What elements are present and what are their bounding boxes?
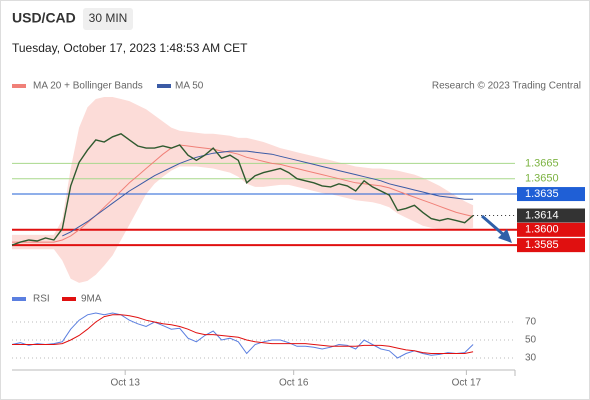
subtitle: Tuesday, October 17, 2023 1:48:53 AM CET	[12, 41, 248, 55]
interval-box	[83, 8, 133, 30]
level-box	[517, 208, 585, 223]
series-line	[12, 144, 474, 243]
level-label: 1.3585	[525, 239, 559, 251]
legend-swatch	[157, 84, 171, 88]
legend-swatch	[12, 297, 26, 301]
interval: 30 MIN	[89, 11, 128, 25]
legend-swatch	[12, 84, 26, 88]
x-tick-label: Oct 13	[110, 378, 140, 389]
forecast-arrow	[481, 214, 512, 243]
y-tick-label: 30	[525, 353, 537, 364]
level-label: 1.3665	[525, 157, 559, 169]
level-box	[517, 222, 585, 237]
level-label: 1.3635	[525, 188, 559, 200]
level-box	[517, 187, 585, 202]
legend-label: MA 50	[175, 81, 204, 92]
chart-title: USD/CAD	[12, 10, 76, 26]
arrow-shaft	[481, 214, 506, 238]
level-label: 1.3614	[525, 209, 559, 221]
price-line	[11, 133, 474, 246]
arrow-head	[498, 229, 512, 243]
source: Research © 2023 Trading Central	[432, 81, 581, 92]
series-line	[12, 314, 474, 354]
series-line	[62, 150, 474, 237]
level-box	[517, 238, 585, 253]
legend-label: RSI	[33, 294, 50, 305]
x-tick-label: Oct 17	[452, 378, 482, 389]
level-label: 1.3600	[525, 224, 559, 236]
x-tick-label: Oct 16	[279, 378, 309, 389]
legend-swatch	[62, 297, 76, 301]
y-tick-label: 70	[525, 317, 537, 328]
bollinger-band	[12, 97, 474, 283]
series-line	[11, 312, 474, 359]
level-label: 1.3650	[525, 173, 559, 185]
y-tick-label: 50	[525, 335, 537, 346]
legend-label: MA 20 + Bollinger Bands	[33, 81, 143, 92]
legend-label: 9MA	[81, 294, 102, 305]
